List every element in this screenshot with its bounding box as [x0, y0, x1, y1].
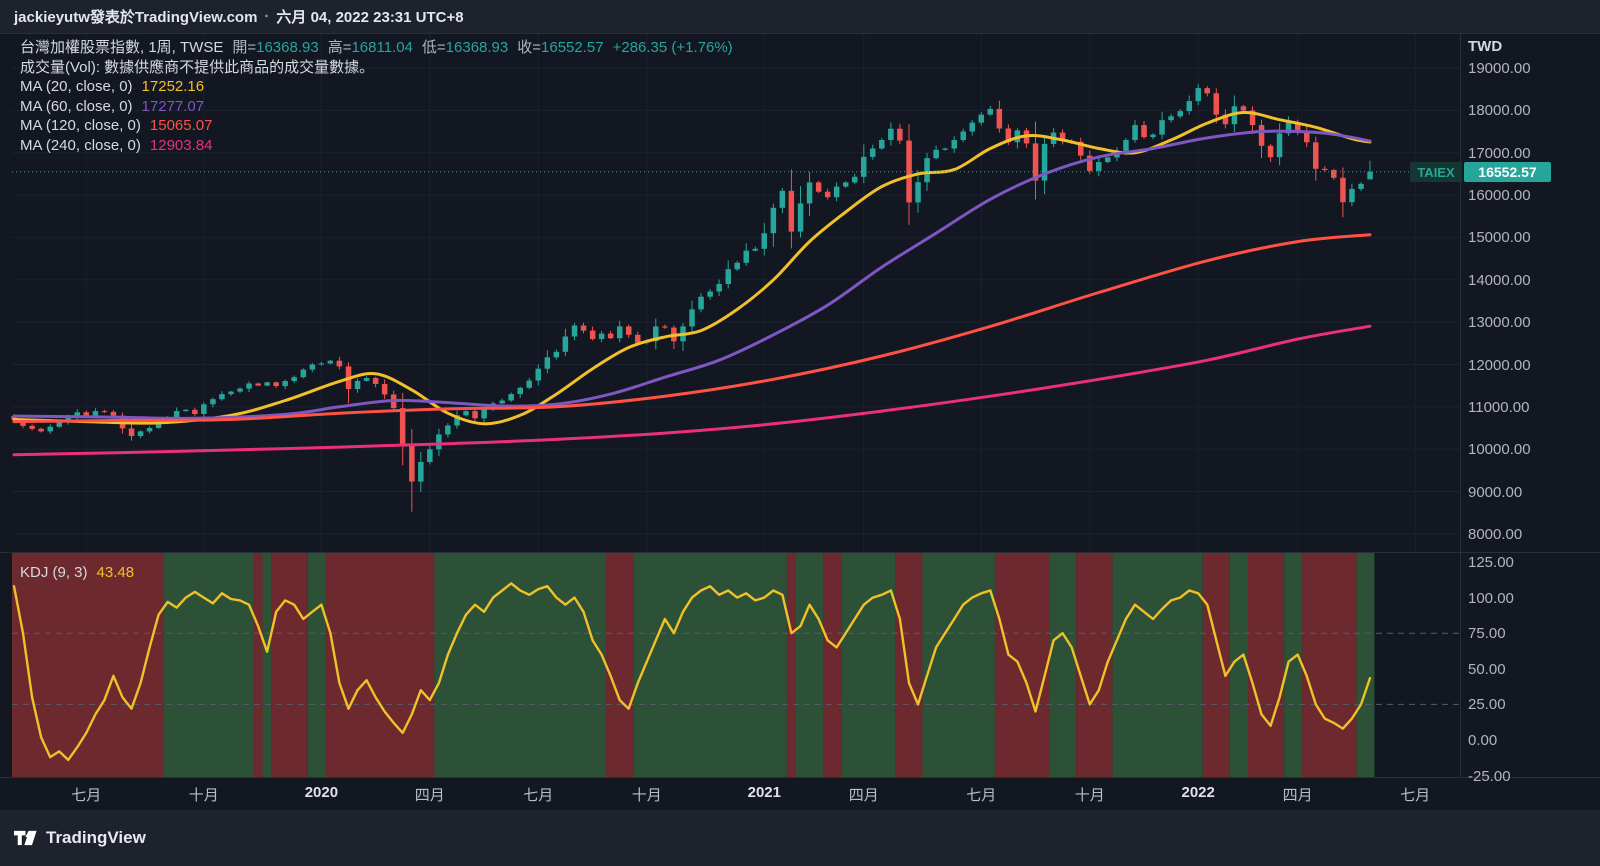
- kdj-axis-label: 50.00: [1468, 660, 1506, 678]
- time-axis-label: 四月: [848, 787, 879, 804]
- ma120-row[interactable]: MA (120, close, 0) 15065.07: [20, 116, 733, 136]
- price-axis-label: 9000.00: [1468, 483, 1523, 501]
- symbol-legend-row: 台灣加權股票指數, 1周, TWSE 開=16368.93 高=16811.04…: [20, 38, 733, 58]
- ma240-row[interactable]: MA (240, close, 0) 12903.84: [20, 136, 733, 156]
- time-axis-label: 2022: [1181, 784, 1215, 801]
- time-axis-label: 四月: [414, 787, 445, 804]
- kdj-axis-label: 0.00: [1468, 732, 1498, 749]
- price-axis-label: 15000.00: [1468, 229, 1531, 247]
- change-value: +286.35 (+1.76%): [612, 39, 733, 56]
- time-axis-label: 十月: [188, 787, 219, 804]
- time-axis-label: 四月: [1282, 787, 1313, 804]
- price-axis-label: 13000.00: [1468, 314, 1531, 332]
- price-axis-label: 14000.00: [1468, 271, 1531, 289]
- ma240-value: 12903.84: [149, 136, 213, 154]
- time-axis-label: 2020: [304, 784, 339, 801]
- byline-separator: ·: [264, 8, 270, 25]
- chart-legend: 台灣加權股票指數, 1周, TWSE 開=16368.93 高=16811.04…: [20, 38, 733, 155]
- last-price-tag: 16552.57: [1464, 162, 1551, 182]
- open-value: 16368.93: [256, 39, 319, 56]
- open-label: 開=: [232, 39, 257, 56]
- price-axis-label: 8000.00: [1468, 525, 1523, 543]
- topbar: jackieyutw發表於TradingView.com · 六月 04, 20…: [0, 0, 1600, 33]
- kdj-legend[interactable]: KDJ (9, 3) 43.48: [20, 564, 134, 581]
- volume-note: 成交量(Vol): 數據供應商不提供此商品的成交量數據。: [20, 58, 375, 76]
- ohlc-close: 收=16552.57: [517, 38, 603, 58]
- kdj-axis-label: 125.00: [1468, 554, 1514, 571]
- price-axis-label: 11000.00: [1468, 398, 1530, 416]
- time-axis-label: 七月: [1400, 787, 1431, 804]
- low-label: 低=: [421, 39, 446, 56]
- price-axis-label: 16000.00: [1468, 187, 1531, 205]
- currency-label: TWD: [1468, 38, 1503, 55]
- symbol-title[interactable]: 台灣加權股票指數, 1周, TWSE: [20, 39, 224, 56]
- time-axis-label: 2021: [747, 784, 781, 801]
- ma120-label: MA (120, close, 0): [20, 117, 141, 134]
- ma20-label: MA (20, close, 0): [20, 78, 133, 95]
- low-value: 16368.93: [445, 39, 509, 56]
- symbol-price-tag: TAIEX: [1410, 162, 1462, 182]
- ohlc-open: 開=16368.93: [232, 38, 318, 58]
- close-value: 16552.57: [541, 39, 604, 56]
- ma60-label: MA (60, close, 0): [20, 97, 133, 115]
- time-axis-label: 七月: [966, 787, 997, 804]
- ma60-row[interactable]: MA (60, close, 0) 17277.07: [20, 97, 733, 117]
- price-axis-label: 18000.00: [1468, 102, 1531, 120]
- price-axis-label: 19000.00: [1468, 60, 1531, 77]
- time-axis-label: 十月: [1074, 787, 1105, 804]
- price-axis-label: 12000.00: [1468, 356, 1531, 374]
- tradingview-logo-icon: [14, 830, 37, 846]
- price-axis-label: 17000.00: [1468, 144, 1531, 162]
- high-label: 高=: [327, 39, 352, 56]
- ma240-label: MA (240, close, 0): [20, 136, 141, 154]
- time-axis-label: 七月: [523, 787, 554, 804]
- ma20-row[interactable]: MA (20, close, 0) 17252.16: [20, 77, 733, 97]
- brand-name[interactable]: TradingView: [46, 828, 146, 847]
- time-axis-label: 七月: [71, 787, 102, 804]
- kdj-label: KDJ (9, 3): [20, 564, 88, 581]
- high-value: 16811.04: [351, 39, 413, 56]
- ma120-value: 15065.07: [149, 117, 213, 134]
- close-label: 收=: [517, 39, 542, 56]
- price-axis-label: 10000.00: [1468, 441, 1531, 459]
- ma20-value: 17252.16: [141, 78, 205, 95]
- author-byline[interactable]: jackieyutw發表於TradingView.com: [14, 9, 258, 26]
- kdj-axis-label: -25.00: [1468, 767, 1511, 785]
- time-axis-label: 十月: [631, 787, 662, 804]
- ohlc-low: 低=16368.93: [422, 38, 508, 58]
- kdj-value: 43.48: [96, 564, 135, 581]
- kdj-axis-label: 100.00: [1468, 589, 1514, 607]
- kdj-axis-label: 25.00: [1468, 696, 1506, 714]
- kdj-axis-label: 75.00: [1468, 625, 1506, 643]
- footer: TradingView: [0, 810, 1600, 866]
- volume-note-row: 成交量(Vol): 數據供應商不提供此商品的成交量數據。: [20, 58, 733, 78]
- ma60-value: 17277.07: [141, 97, 205, 115]
- snapshot-timestamp: 六月 04, 2022 23:31 UTC+8: [276, 9, 464, 26]
- ohlc-high: 高=16811.04: [328, 38, 413, 58]
